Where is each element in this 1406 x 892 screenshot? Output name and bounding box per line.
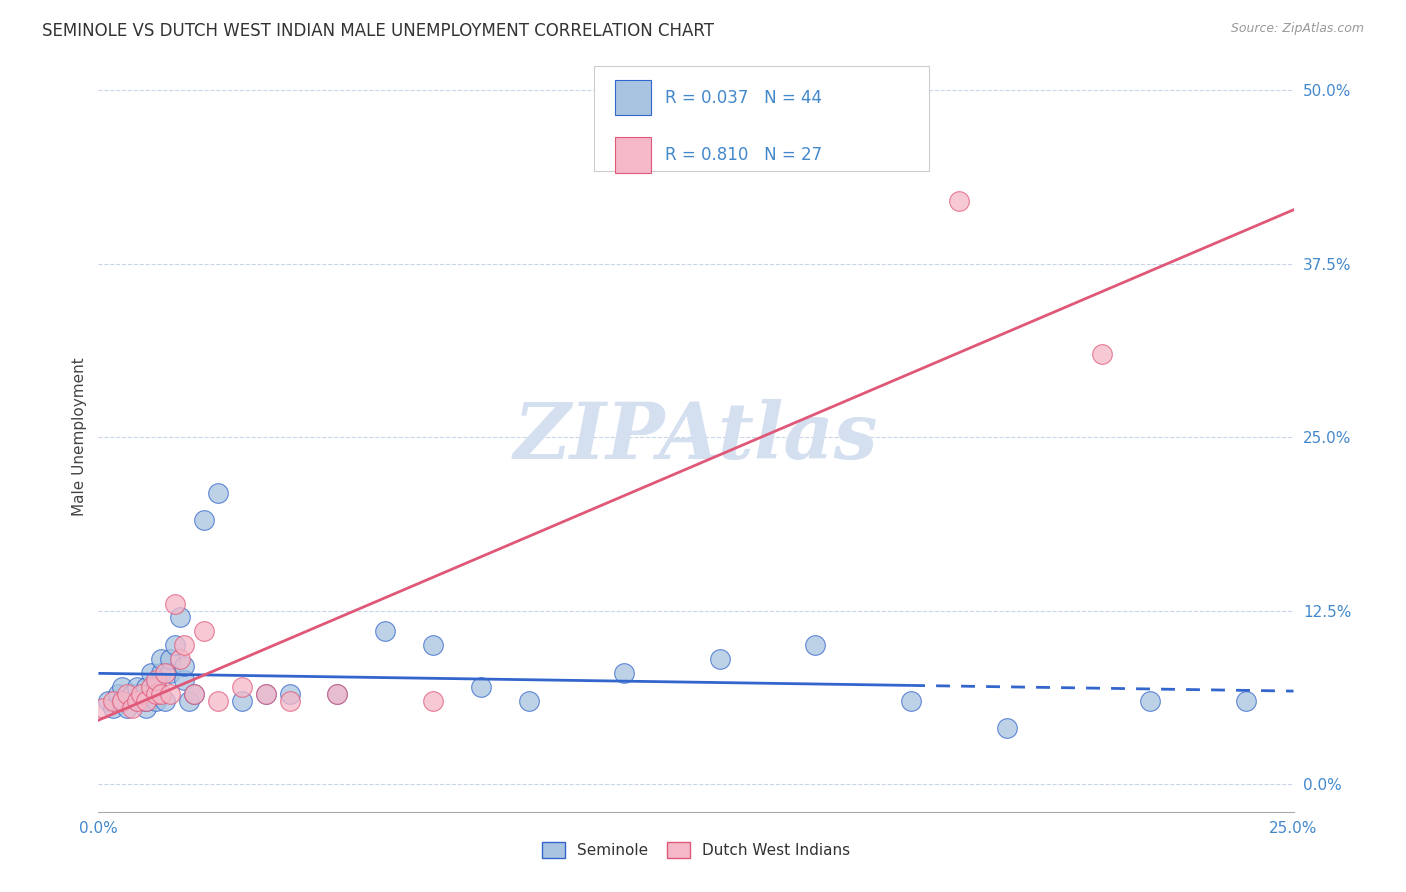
Point <box>374 624 396 639</box>
Point <box>131 694 153 708</box>
Legend: Seminole, Dutch West Indians: Seminole, Dutch West Indians <box>536 836 856 864</box>
Point <box>111 694 134 708</box>
Point <box>422 638 444 652</box>
Y-axis label: Male Unemployment: Male Unemployment <box>72 358 87 516</box>
Point <box>163 638 186 652</box>
Point <box>278 687 301 701</box>
Point <box>145 687 167 701</box>
Point <box>1139 694 1161 708</box>
Point <box>111 694 134 708</box>
Point <box>948 194 970 209</box>
Point <box>163 597 186 611</box>
Text: SEMINOLE VS DUTCH WEST INDIAN MALE UNEMPLOYMENT CORRELATION CHART: SEMINOLE VS DUTCH WEST INDIAN MALE UNEMP… <box>42 22 714 40</box>
Point <box>183 687 205 701</box>
Point <box>125 680 148 694</box>
Point <box>135 680 157 694</box>
Point <box>91 700 114 714</box>
Point <box>254 687 277 701</box>
Point <box>709 652 731 666</box>
Point <box>125 694 148 708</box>
Point <box>326 687 349 701</box>
Point <box>326 687 349 701</box>
Text: R = 0.037   N = 44: R = 0.037 N = 44 <box>665 88 823 106</box>
Point <box>804 638 827 652</box>
Point <box>149 665 172 680</box>
Point <box>422 694 444 708</box>
Point <box>149 652 172 666</box>
Point <box>159 665 181 680</box>
Point <box>254 687 277 701</box>
Point <box>97 694 120 708</box>
Point <box>179 694 201 708</box>
Point <box>121 687 143 701</box>
Point <box>101 700 124 714</box>
Point <box>107 687 129 701</box>
FancyBboxPatch shape <box>614 79 651 115</box>
Point <box>1091 347 1114 361</box>
Point <box>139 680 162 694</box>
Text: ZIPAtlas: ZIPAtlas <box>513 399 879 475</box>
Point <box>145 694 167 708</box>
Point <box>613 665 636 680</box>
Point <box>231 694 253 708</box>
Point <box>900 694 922 708</box>
Point <box>207 485 229 500</box>
Point <box>159 652 181 666</box>
Point <box>995 722 1018 736</box>
Point <box>173 659 195 673</box>
Point <box>111 680 134 694</box>
Point <box>278 694 301 708</box>
Text: R = 0.810   N = 27: R = 0.810 N = 27 <box>665 146 823 164</box>
Point <box>231 680 253 694</box>
Point <box>125 694 148 708</box>
Point <box>115 700 138 714</box>
Point <box>155 694 177 708</box>
Point <box>155 665 177 680</box>
Point <box>159 687 181 701</box>
Point <box>193 513 215 527</box>
Point <box>135 700 157 714</box>
Point <box>470 680 492 694</box>
FancyBboxPatch shape <box>595 66 929 171</box>
Point <box>149 687 172 701</box>
Point <box>121 700 143 714</box>
Text: Source: ZipAtlas.com: Source: ZipAtlas.com <box>1230 22 1364 36</box>
Point <box>193 624 215 639</box>
Point <box>131 687 153 701</box>
Point <box>173 638 195 652</box>
Point <box>145 680 167 694</box>
Point <box>145 673 167 687</box>
Point <box>139 665 162 680</box>
Point <box>207 694 229 708</box>
Point <box>183 687 205 701</box>
Point <box>1234 694 1257 708</box>
Point <box>517 694 540 708</box>
FancyBboxPatch shape <box>614 137 651 173</box>
Point <box>169 652 191 666</box>
Point <box>101 694 124 708</box>
Point <box>135 694 157 708</box>
Point <box>135 694 157 708</box>
Point <box>169 610 191 624</box>
Point <box>115 687 138 701</box>
Point <box>173 673 195 687</box>
